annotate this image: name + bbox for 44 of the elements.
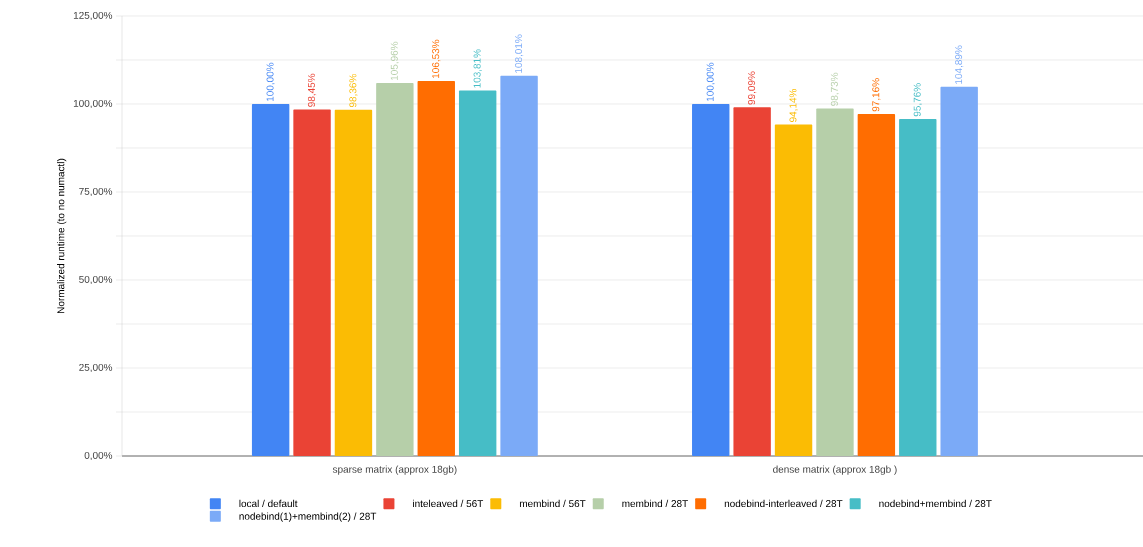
data-label: 98,73% (830, 72, 840, 106)
y-tick-label: 0,00% (84, 451, 113, 461)
legend-label: membind / 28T (622, 499, 688, 508)
bar (376, 83, 414, 456)
bar (334, 109, 373, 456)
data-label: 98,45% (307, 73, 317, 107)
data-label: 108,01% (514, 34, 524, 73)
data-label: 103,81% (473, 49, 482, 88)
data-label: 99,09% (748, 71, 757, 105)
y-axis-title: Normalized runtime (to no numactl) (57, 158, 67, 313)
data-label: 104,89% (955, 45, 964, 84)
data-label: 98,36% (349, 74, 358, 108)
data-label: 94,14% (789, 88, 798, 122)
bar (417, 81, 455, 456)
legend-label: inteleaved / 56T (413, 499, 484, 508)
legend-label: local / default (239, 499, 298, 508)
legend-label: nodebind-interleaved / 28T (724, 499, 843, 508)
y-tick-label: 25,00% (79, 363, 113, 373)
data-label: 100,00% (266, 62, 275, 102)
data-label: 95,76% (913, 83, 922, 117)
y-tick-label: 125,00% (73, 11, 113, 21)
bar (293, 109, 331, 456)
legend-label: nodebind(1)+membind(2) / 28T (239, 512, 377, 522)
bar (940, 86, 978, 456)
bar (816, 108, 854, 456)
bar (733, 107, 771, 456)
y-tick-label: 50,00% (79, 275, 113, 285)
x-tick-label: dense matrix (approx 18gb ) (773, 465, 897, 475)
data-label: 106,53% (432, 39, 441, 79)
bar (899, 118, 937, 456)
legend-label: membind / 56T (519, 499, 586, 508)
bar (857, 113, 896, 456)
data-label: 97,16% (872, 78, 881, 112)
data-label: 105,96% (390, 41, 399, 81)
y-tick-label: 100,00% (73, 99, 113, 109)
y-tick-label: 75,00% (79, 187, 113, 197)
legend-label: nodebind+membind / 28T (879, 499, 992, 508)
bar (251, 104, 290, 456)
bar (692, 104, 730, 456)
x-tick-label: sparse matrix (approx 18gb) (332, 465, 457, 475)
data-label: 100,00% (706, 62, 715, 102)
bar (500, 75, 538, 456)
bar (458, 90, 497, 456)
bar (774, 124, 813, 456)
